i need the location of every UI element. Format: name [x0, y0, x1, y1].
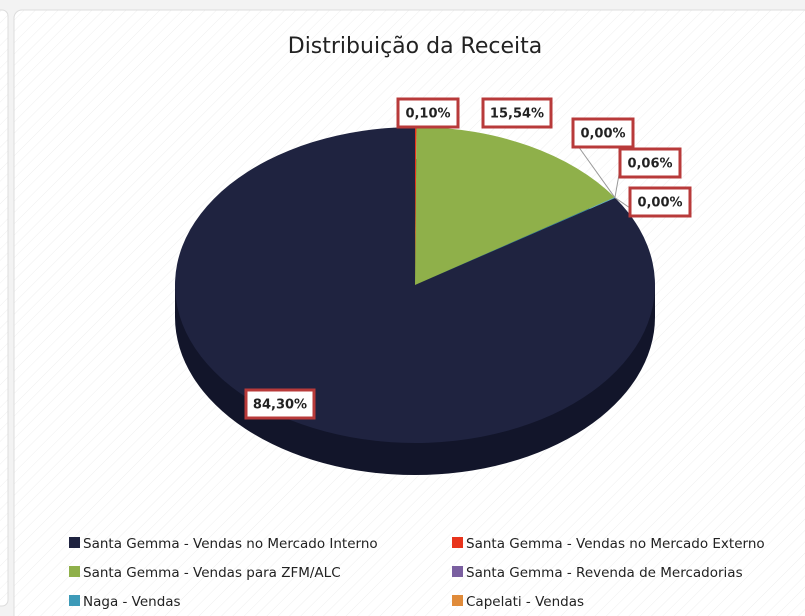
data-label: 84,30% [253, 398, 307, 413]
legend-swatch [452, 537, 463, 548]
leader-line [614, 197, 631, 209]
legend-swatch [452, 595, 463, 606]
legend-swatch [452, 566, 463, 577]
label-box [244, 388, 316, 420]
label-box [618, 147, 682, 179]
leader-line [572, 138, 616, 198]
data-label: 15,54% [490, 107, 544, 122]
pie-slice [415, 127, 615, 286]
label-box [628, 186, 692, 218]
side-panel [0, 9, 9, 607]
legend-label: Santa Gemma - Revenda de Mercadorias [466, 565, 743, 581]
legend-label: Santa Gemma - Vendas no Mercado Externo [466, 536, 765, 552]
data-label: 0,06% [627, 157, 672, 172]
data-label: 0,10% [405, 107, 450, 122]
label-box [396, 97, 460, 129]
legend-label: Capelati - Vendas [466, 594, 584, 610]
data-label: 0,00% [637, 196, 682, 211]
label-box [481, 97, 553, 129]
legend-label: Naga - Vendas [83, 594, 181, 610]
pie-slice [415, 127, 417, 285]
legend-label: Santa Gemma - Vendas para ZFM/ALC [83, 565, 341, 581]
legend-swatch [69, 566, 80, 577]
legend-label: Santa Gemma - Vendas no Mercado Interno [83, 536, 378, 552]
pie-slice [415, 197, 616, 285]
label-box [571, 117, 635, 149]
legend-swatch [69, 537, 80, 548]
chart-title: Distribuição da Receita [288, 34, 542, 59]
data-label: 0,00% [580, 127, 625, 142]
legend-swatch [69, 595, 80, 606]
